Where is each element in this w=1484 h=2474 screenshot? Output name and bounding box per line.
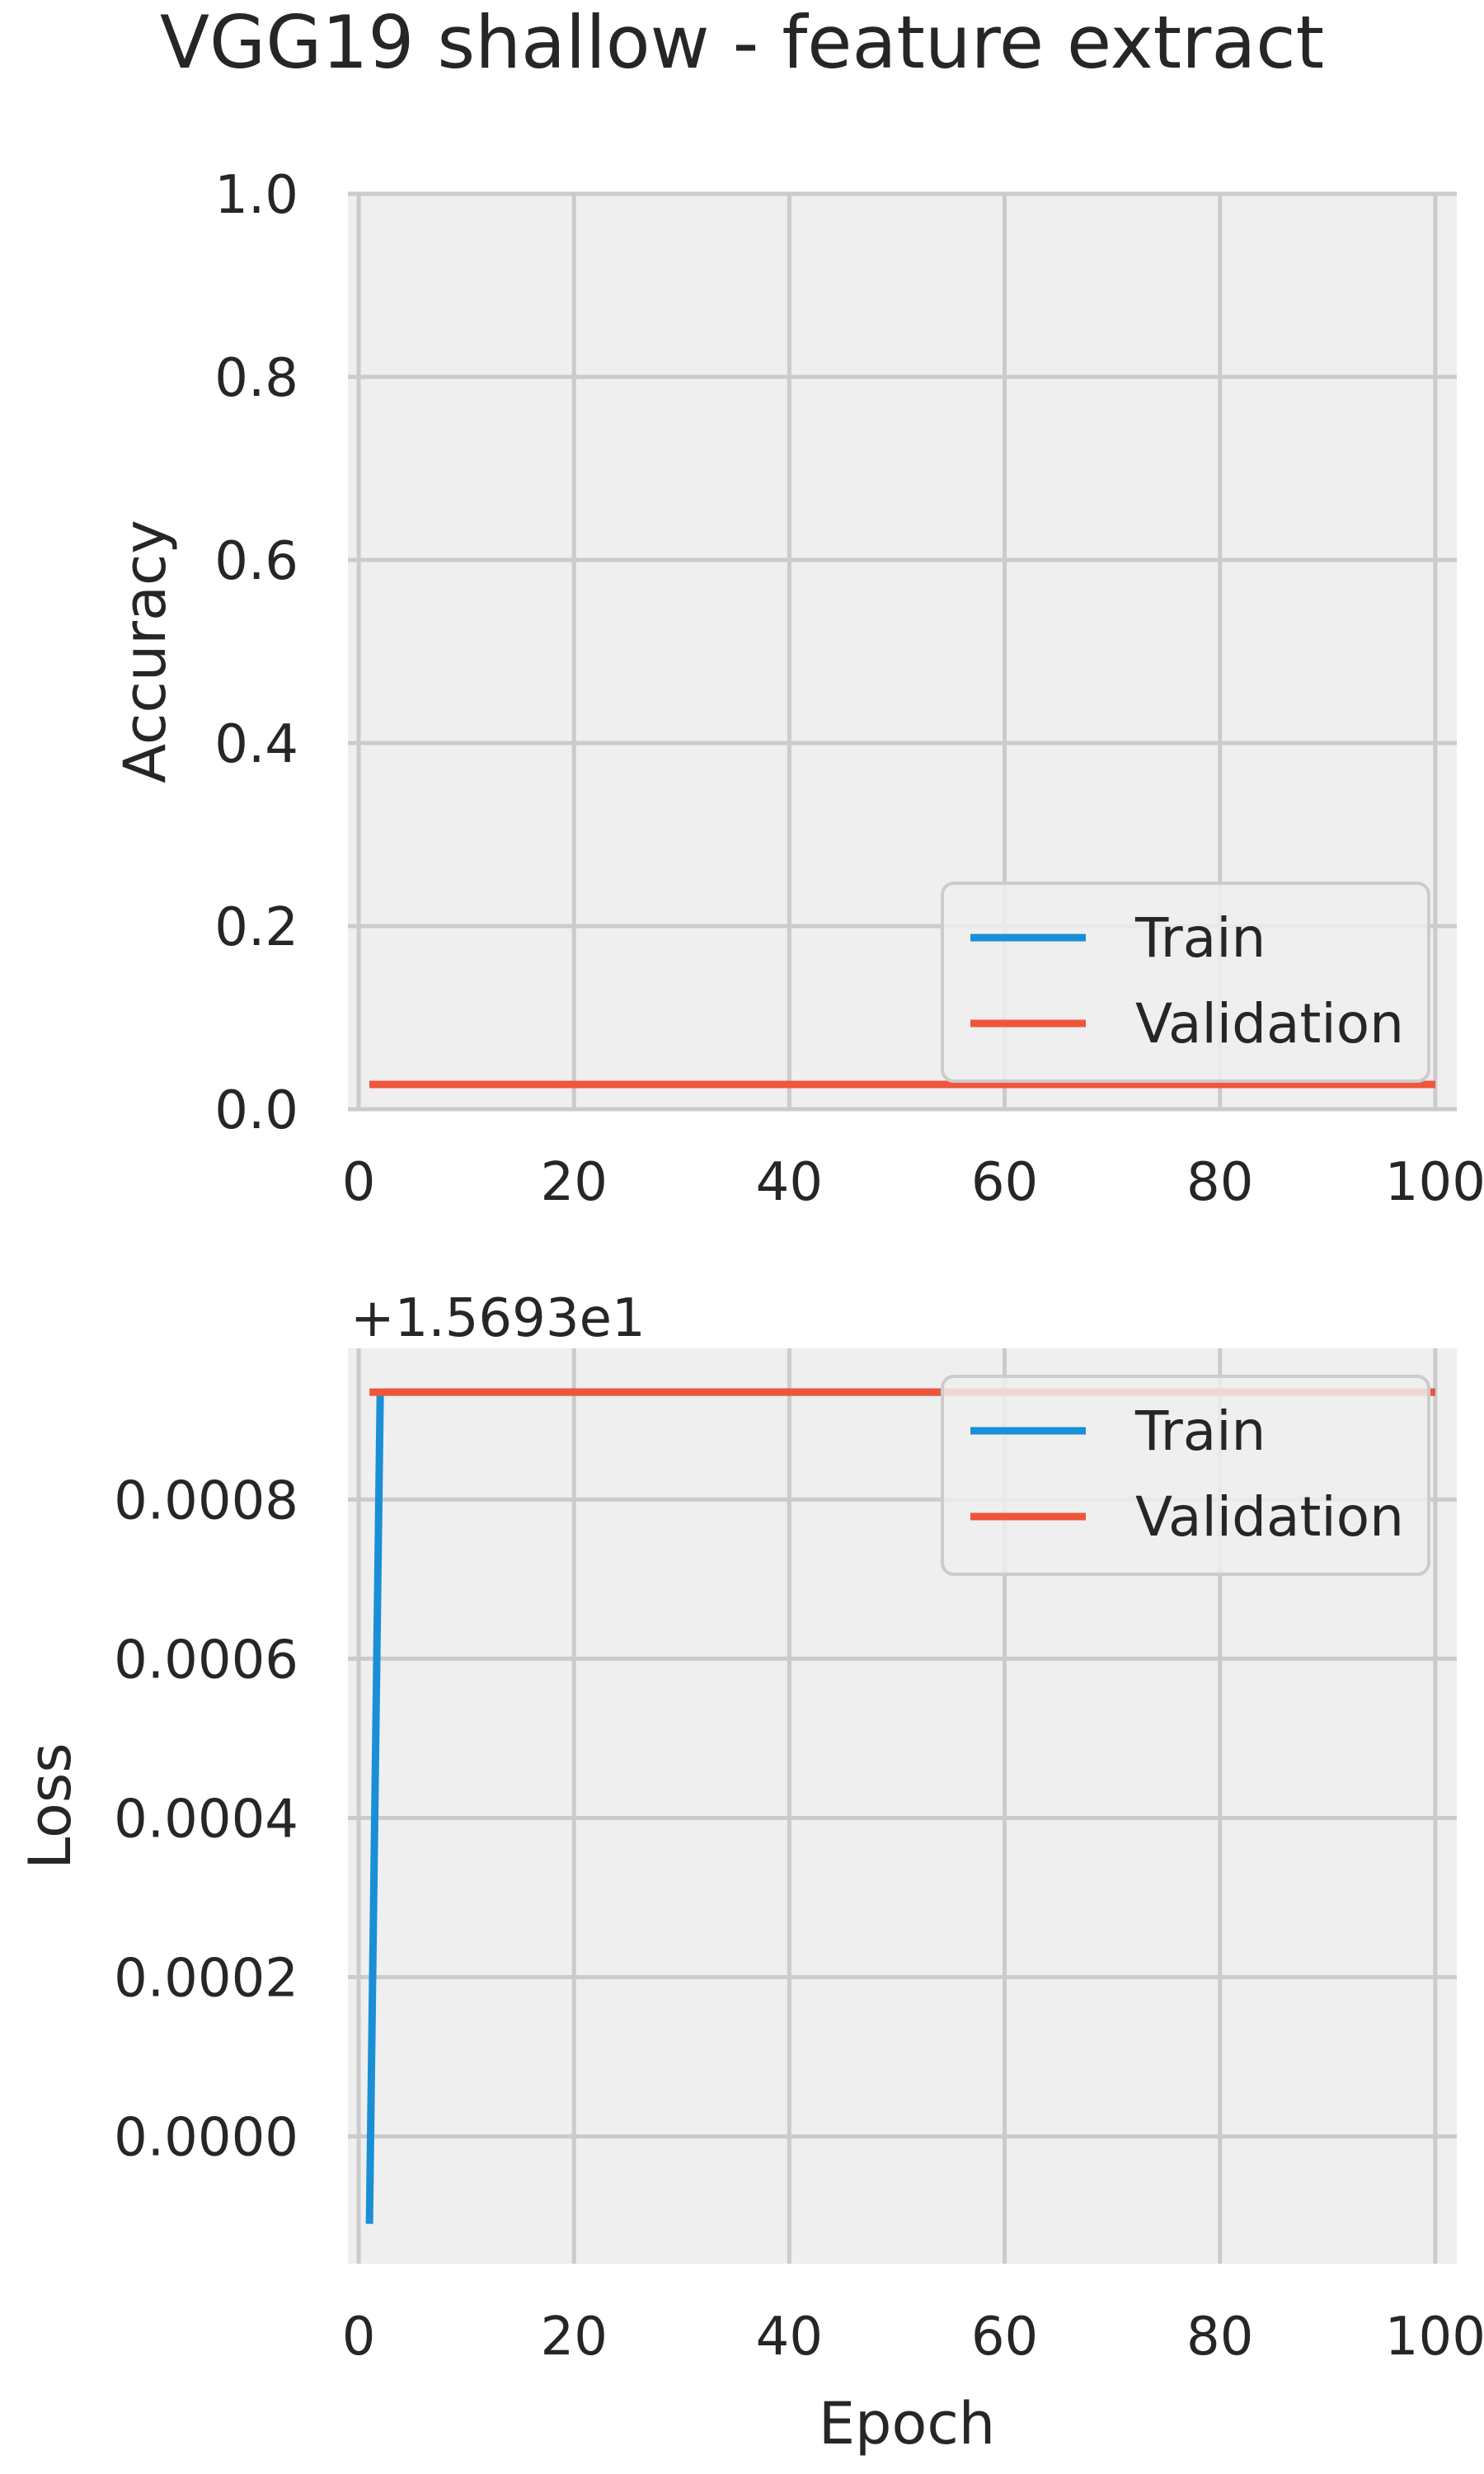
accuracy-x-tick-label: 60 <box>971 1152 1038 1213</box>
accuracy-legend-label-train: Train <box>1134 906 1266 970</box>
accuracy-y-tick-label: 1.0 <box>214 165 298 226</box>
accuracy-gridlines <box>348 191 1457 1112</box>
accuracy-y-tick-label: 0.4 <box>214 714 298 775</box>
loss-legend-label-validation: Validation <box>1135 1485 1404 1549</box>
accuracy-x-tick-label: 100 <box>1385 1152 1484 1213</box>
loss-y-ticks: 0.0000 0.0002 0.0004 0.0006 0.0008 <box>114 1470 298 2168</box>
loss-y-axis-label: Loss <box>16 1743 84 1870</box>
accuracy-y-axis-label: Accuracy <box>111 520 179 783</box>
loss-y-tick-label: 0.0004 <box>114 1789 298 1850</box>
loss-x-tick-label: 0 <box>342 2307 376 2368</box>
accuracy-y-tick-label: 0.8 <box>214 348 298 409</box>
loss-legend: Train Validation <box>941 1375 1430 1576</box>
loss-legend-frame <box>941 1375 1430 1576</box>
accuracy-x-tick-label: 40 <box>756 1152 823 1213</box>
accuracy-y-tick-label: 0.2 <box>214 897 298 958</box>
loss-y-tick-label: 0.0002 <box>114 1949 298 2010</box>
accuracy-x-ticks: 0 20 40 60 80 100 <box>342 1152 1484 1213</box>
loss-legend-label-train: Train <box>1134 1399 1266 1463</box>
figure-title: VGG19 shallow - feature extract <box>160 0 1324 85</box>
loss-gridlines <box>348 1348 1457 2264</box>
accuracy-x-tick-label: 80 <box>1186 1152 1253 1213</box>
accuracy-y-ticks: 0.0 0.2 0.4 0.6 0.8 1.0 <box>214 165 298 1141</box>
accuracy-legend-frame <box>941 882 1430 1083</box>
loss-x-axis-label: Epoch <box>819 2390 995 2458</box>
loss-x-tick-label: 60 <box>971 2307 1038 2368</box>
loss-x-tick-label: 20 <box>541 2307 608 2368</box>
accuracy-x-tick-label: 20 <box>541 1152 608 1213</box>
accuracy-y-tick-label: 0.0 <box>214 1080 298 1141</box>
accuracy-legend-label-validation: Validation <box>1135 992 1404 1056</box>
loss-x-tick-label: 100 <box>1385 2307 1484 2368</box>
accuracy-plot: 0.0 0.2 0.4 0.6 0.8 1.0 0 20 40 60 80 100 Accuracy… <box>111 165 1484 1213</box>
loss-plot: 0.0000 0.0002 0.0004 0.0006 0.0008 0 20 40 60 80… <box>16 1288 1484 2458</box>
accuracy-y-tick-label: 0.6 <box>214 531 298 592</box>
accuracy-x-tick-label: 0 <box>342 1152 376 1213</box>
loss-x-tick-label: 80 <box>1186 2307 1253 2368</box>
accuracy-legend: Train Validation <box>941 882 1430 1083</box>
loss-y-tick-label: 0.0000 <box>114 2108 298 2169</box>
loss-y-tick-label: 0.0008 <box>114 1470 298 1531</box>
loss-y-tick-label: 0.0006 <box>114 1630 298 1691</box>
loss-x-tick-label: 40 <box>756 2307 823 2368</box>
loss-offset-text: +1.5693e1 <box>350 1288 646 1349</box>
loss-x-ticks: 0 20 40 60 80 100 <box>342 2307 1484 2368</box>
